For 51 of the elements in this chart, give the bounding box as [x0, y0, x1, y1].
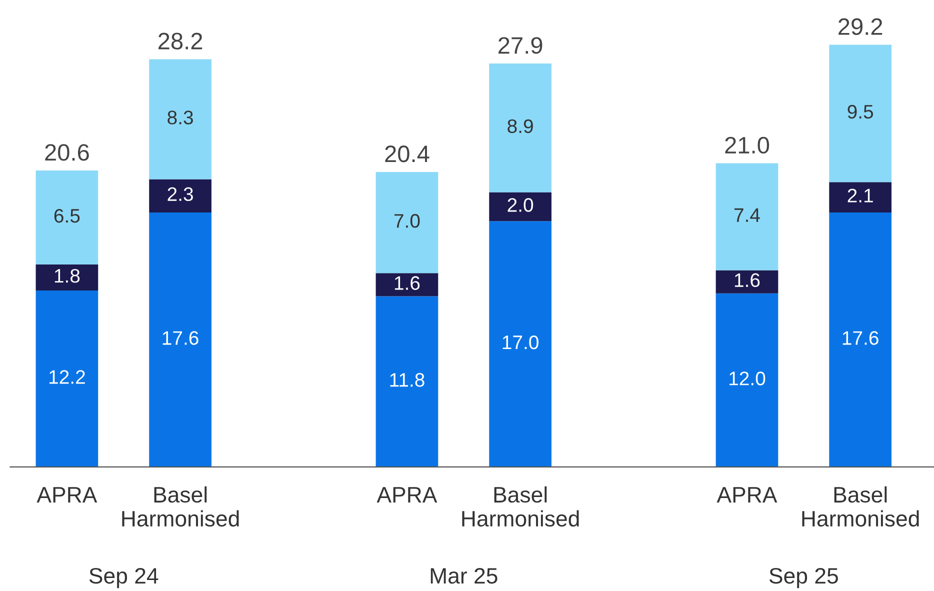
x-tick-label: Basel Harmonised — [122, 486, 239, 527]
total-label: 29.2 — [838, 18, 882, 36]
total-label: 21.0 — [725, 136, 770, 154]
data-label: 6.5 — [54, 208, 80, 223]
text: Mar 25 — [430, 568, 498, 584]
data-label: 7.4 — [734, 208, 760, 222]
data-label: 17.0 — [502, 335, 538, 350]
data-label: 1.6 — [734, 273, 760, 288]
data-label: 2.1 — [848, 188, 873, 202]
data-label: 11.8 — [390, 373, 424, 387]
bar — [716, 293, 778, 467]
bar — [489, 221, 552, 467]
bar — [36, 290, 98, 467]
data-label: 17.6 — [842, 331, 878, 345]
data-label: 2.3 — [168, 187, 193, 202]
data-label: 1.8 — [54, 268, 80, 283]
bar — [489, 192, 552, 222]
bar — [716, 270, 778, 294]
x-tick-label: APRA — [376, 487, 438, 502]
total-label: 28.2 — [158, 32, 202, 50]
data-label: 12.2 — [50, 370, 85, 384]
data-label: 9.5 — [848, 104, 874, 119]
total-label: 27.9 — [498, 37, 542, 54]
bar — [149, 212, 212, 467]
x-tick-label: Basel Harmonised — [802, 486, 919, 527]
x-tick-label: Basel Harmonised — [462, 486, 579, 527]
data-label: 8.9 — [508, 119, 533, 134]
bar — [376, 172, 438, 274]
data-label: 2.0 — [508, 198, 534, 212]
bar — [36, 170, 98, 264]
data-label: 12.0 — [730, 372, 766, 386]
x-tick-label: APRA — [36, 487, 98, 502]
data-label: 8.3 — [168, 110, 193, 124]
bar — [376, 273, 438, 296]
data-label: 17.6 — [162, 331, 198, 345]
bar — [489, 64, 552, 192]
bar — [716, 163, 778, 270]
bar — [149, 179, 212, 212]
total-label: 20.4 — [385, 146, 430, 162]
bar — [376, 296, 438, 467]
data-label: 1.6 — [394, 276, 420, 290]
text: Sep 25 — [769, 568, 838, 588]
bar — [829, 44, 892, 182]
bar — [829, 212, 892, 467]
total-label: 20.6 — [45, 144, 89, 161]
data-label: 7.0 — [394, 214, 420, 228]
text: Sep 24 — [89, 568, 158, 588]
bar — [829, 182, 892, 212]
bar — [149, 59, 212, 180]
bar — [36, 264, 98, 291]
x-tick-label: APRA — [716, 487, 778, 502]
